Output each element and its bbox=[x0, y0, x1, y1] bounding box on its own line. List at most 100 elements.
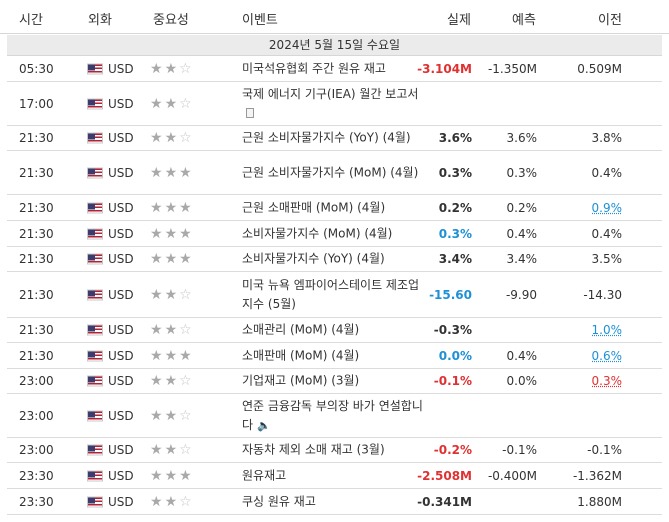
event-name[interactable]: 근원 소비자물가지수 (YoY) (4월) bbox=[242, 129, 427, 148]
event-name[interactable]: 미국 뉴욕 엠파이어스테이트 제조업지수 (5월) bbox=[242, 276, 427, 314]
event-name-text[interactable]: 자동차 제외 소매 재고 (3월) bbox=[242, 442, 385, 457]
star-filled-icon: ★ bbox=[179, 467, 194, 484]
table-row[interactable]: 21:30 USD ★★★ 소비자물가지수 (MoM) (4월) 0.3% 0.4% 0.4… bbox=[7, 221, 662, 247]
previous-value: 1.880M bbox=[577, 494, 622, 509]
star-outline-icon: ☆ bbox=[179, 493, 194, 510]
event-name-text[interactable]: 소비자물가지수 (MoM) (4월) bbox=[242, 226, 393, 240]
header-event[interactable]: 이벤트 bbox=[242, 13, 278, 28]
event-name[interactable]: 국제 에너지 기구(IEA) 월간 보고서 bbox=[242, 85, 427, 123]
us-flag-icon bbox=[87, 350, 103, 361]
forecast-value: -0.1% bbox=[502, 443, 537, 457]
event-name-text[interactable]: 연준 금융감독 부의장 바가 연설합니다 bbox=[242, 398, 423, 432]
previous-value[interactable]: 0.6% bbox=[591, 348, 623, 363]
star-filled-icon: ★ bbox=[150, 251, 165, 267]
table-row[interactable]: 21:30 USD ★★☆ 소매관리 (MoM) (4월) -0.3% 1.0% bbox=[7, 318, 662, 343]
actual-value: -0.1% bbox=[433, 374, 472, 388]
table-row[interactable]: 23:00 USD ★★☆ 연준 금융감독 부의장 바가 연설합니다 🔈 bbox=[7, 394, 662, 438]
us-flag-icon bbox=[87, 132, 103, 144]
actual-value: -15.60 bbox=[429, 287, 472, 302]
event-name[interactable]: 근원 소비자물가지수 (MoM) (4월) bbox=[242, 163, 427, 182]
table-row[interactable]: 21:30 USD ★★☆ 미국 뉴욕 엠파이어스테이트 제조업지수 (5월) -15.… bbox=[7, 272, 662, 318]
event-name-text[interactable]: 국제 에너지 기구(IEA) 월간 보고서 bbox=[242, 86, 419, 101]
event-name[interactable]: 원유재고 bbox=[242, 466, 427, 485]
table-row[interactable]: 05:30 USD ★★☆ 미국석유협회 주간 원유 재고 -3.104M -1.350M… bbox=[7, 56, 662, 82]
table-row[interactable]: 21:30 USD ★★★ 근원 소매판매 (MoM) (4월) 0.2% 0.2% 0.9… bbox=[7, 195, 662, 221]
header-importance[interactable]: 중요성 bbox=[153, 13, 189, 28]
event-name[interactable]: 미국석유협회 주간 원유 재고 bbox=[242, 59, 427, 78]
header-forecast[interactable]: 예측 bbox=[512, 13, 536, 28]
actual-value: -0.2% bbox=[433, 443, 472, 457]
actual-value: -3.104M bbox=[417, 61, 472, 76]
actual-value: 0.0% bbox=[438, 348, 472, 363]
table-row[interactable]: 21:30 USD ★★★ 소매판매 (MoM) (4월) 0.0% 0.4% 0.6% bbox=[7, 343, 662, 369]
event-name-text[interactable]: 미국 뉴욕 엠파이어스테이트 제조업지수 (5월) bbox=[242, 277, 420, 311]
event-name[interactable]: 소비자물가지수 (YoY) (4월) bbox=[242, 250, 427, 269]
importance-stars: ★★☆ bbox=[150, 61, 194, 77]
table-row[interactable]: 21:30 USD ★★★ 근원 소비자물가지수 (MoM) (4월) 0.3% 0.3%… bbox=[7, 151, 662, 195]
event-name-text[interactable]: 원유재고 bbox=[242, 468, 287, 482]
event-name-text[interactable]: 쿠싱 원유 재고 bbox=[242, 494, 316, 508]
header-actual[interactable]: 실제 bbox=[447, 13, 471, 28]
currency-code: USD bbox=[108, 468, 134, 483]
previous-value: 0.509M bbox=[577, 61, 622, 76]
previous-value[interactable]: 0.9% bbox=[591, 200, 623, 215]
event-name-text[interactable]: 소매판매 (MoM) (4월) bbox=[242, 348, 360, 362]
forecast-value: 0.4% bbox=[506, 348, 538, 363]
event-name[interactable]: 연준 금융감독 부의장 바가 연설합니다 🔈 bbox=[242, 397, 427, 435]
event-name[interactable]: 근원 소매판매 (MoM) (4월) bbox=[242, 198, 427, 217]
previous-value: -0.1% bbox=[587, 443, 622, 457]
importance-stars: ★★★ bbox=[150, 348, 194, 364]
star-filled-icon: ★ bbox=[150, 286, 165, 303]
table-row[interactable]: 23:00 USD ★★☆ 자동차 제외 소매 재고 (3월) -0.2% -0.1% -0… bbox=[7, 438, 662, 463]
star-outline-icon: ☆ bbox=[179, 322, 194, 338]
event-name[interactable]: 기업재고 (MoM) (3월) bbox=[242, 372, 427, 391]
event-name-text[interactable]: 근원 소매판매 (MoM) (4월) bbox=[242, 200, 386, 214]
star-outline-icon: ☆ bbox=[179, 60, 194, 77]
event-name-text[interactable]: 근원 소비자물가지수 (YoY) (4월) bbox=[242, 130, 411, 145]
table-row[interactable]: 23:00 USD ★★☆ 기업재고 (MoM) (3월) -0.1% 0.0% 0.3% bbox=[7, 369, 662, 394]
event-name-text[interactable]: 기업재고 (MoM) (3월) bbox=[242, 373, 360, 388]
actual-value: 0.3% bbox=[438, 165, 472, 180]
us-flag-icon bbox=[87, 324, 103, 336]
star-filled-icon: ★ bbox=[150, 322, 165, 338]
event-name-text[interactable]: 근원 소비자물가지수 (MoM) (4월) bbox=[242, 165, 419, 179]
currency-code: USD bbox=[108, 408, 134, 423]
previous-value[interactable]: 0.3% bbox=[591, 374, 623, 388]
event-time: 23:00 bbox=[19, 374, 54, 388]
star-filled-icon: ★ bbox=[150, 373, 165, 389]
event-name[interactable]: 소매관리 (MoM) (4월) bbox=[242, 321, 427, 340]
star-filled-icon: ★ bbox=[164, 493, 180, 510]
event-name[interactable]: 자동차 제외 소매 재고 (3월) bbox=[242, 441, 427, 460]
previous-value: 3.8% bbox=[591, 131, 623, 145]
table-row[interactable]: 17:00 USD ★★☆ 국제 에너지 기구(IEA) 월간 보고서 bbox=[7, 82, 662, 126]
table-row[interactable]: 21:30 USD ★★★ 소비자물가지수 (YoY) (4월) 3.4% 3.4% 3.5… bbox=[7, 247, 662, 272]
star-filled-icon: ★ bbox=[150, 347, 165, 364]
event-name-text[interactable]: 소비자물가지수 (YoY) (4월) bbox=[242, 251, 385, 266]
table-row[interactable]: 23:30 USD ★★☆ 쿠싱 원유 재고 -0.341M 1.880M bbox=[7, 489, 662, 515]
importance-stars: ★★☆ bbox=[150, 130, 194, 146]
star-filled-icon: ★ bbox=[150, 407, 165, 424]
table-row[interactable]: 21:30 USD ★★☆ 근원 소비자물가지수 (YoY) (4월) 3.6% 3.6%… bbox=[7, 126, 662, 151]
star-filled-icon: ★ bbox=[164, 373, 180, 389]
event-name[interactable]: 쿠싱 원유 재고 bbox=[242, 492, 427, 511]
currency-code: USD bbox=[108, 131, 134, 145]
us-flag-icon bbox=[87, 289, 103, 300]
table-row[interactable]: 23:30 USD ★★★ 원유재고 -2.508M -0.400M -1.362M bbox=[7, 463, 662, 489]
star-outline-icon: ☆ bbox=[179, 286, 194, 303]
header-currency[interactable]: 외화 bbox=[88, 13, 112, 28]
header-time[interactable]: 시간 bbox=[19, 13, 43, 28]
document-icon bbox=[246, 107, 254, 118]
star-filled-icon: ★ bbox=[164, 225, 180, 242]
star-filled-icon: ★ bbox=[179, 225, 194, 242]
event-name-text[interactable]: 미국석유협회 주간 원유 재고 bbox=[242, 61, 386, 75]
event-name[interactable]: 소매판매 (MoM) (4월) bbox=[242, 346, 427, 365]
event-name[interactable]: 소비자물가지수 (MoM) (4월) bbox=[242, 224, 427, 243]
event-name-text[interactable]: 소매관리 (MoM) (4월) bbox=[242, 322, 360, 337]
us-flag-icon bbox=[87, 202, 103, 213]
header-previous[interactable]: 이전 bbox=[598, 13, 622, 28]
currency-code: USD bbox=[108, 252, 134, 266]
forecast-value: 0.2% bbox=[506, 200, 538, 215]
previous-value[interactable]: 1.0% bbox=[591, 323, 623, 337]
event-time: 21:30 bbox=[19, 287, 54, 302]
